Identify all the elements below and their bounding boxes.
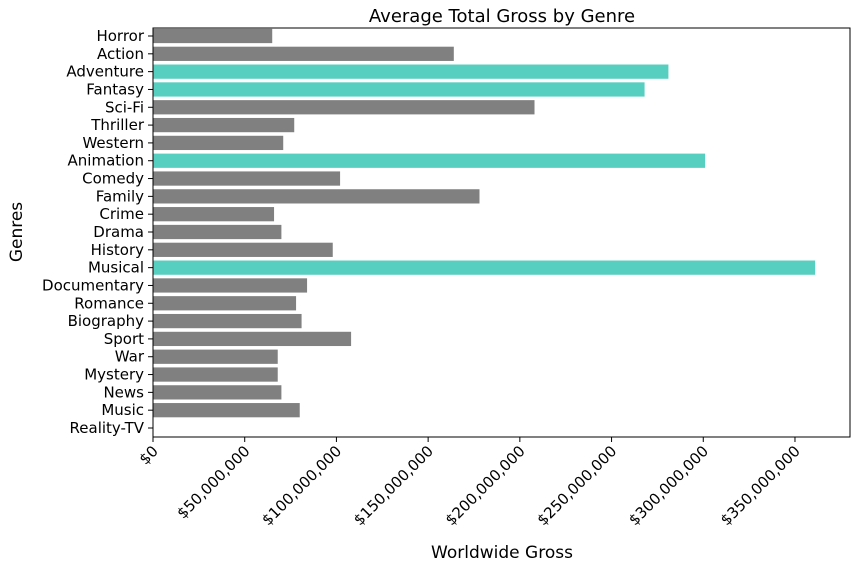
bar-action: [153, 46, 454, 61]
bar-war: [153, 349, 278, 364]
bar-romance: [153, 296, 297, 311]
y-tick-label-animation: Animation: [68, 152, 144, 170]
y-tick-label-sport: Sport: [104, 330, 144, 348]
y-tick-label-romance: Romance: [74, 294, 144, 312]
y-tick-label-crime: Crime: [99, 205, 144, 223]
x-axis-label: Worldwide Gross: [431, 543, 573, 563]
bar-crime: [153, 207, 275, 222]
y-tick-label-mystery: Mystery: [84, 366, 144, 384]
bar-news: [153, 385, 282, 400]
bar-musical: [153, 260, 816, 275]
y-tick-label-thriller: Thriller: [90, 116, 145, 134]
y-tick-label-documentary: Documentary: [42, 276, 144, 294]
bar-fantasy: [153, 82, 645, 97]
x-tick-label: $350,000,000: [717, 442, 804, 529]
y-tick-label-history: History: [91, 241, 144, 259]
y-tick-label-music: Music: [101, 401, 144, 419]
bar-documentary: [153, 278, 308, 293]
bar-sport: [153, 331, 352, 347]
x-tick-label: $200,000,000: [442, 442, 529, 529]
bar-adventure: [153, 64, 669, 79]
y-tick-label-reality-tv: Reality-TV: [70, 419, 145, 437]
bar-western: [153, 135, 284, 151]
y-tick-label-comedy: Comedy: [82, 170, 144, 188]
bar-horror: [153, 28, 273, 44]
y-tick-label-musical: Musical: [88, 259, 144, 277]
y-ticks-group: HorrorActionAdventureFantasySci-FiThrill…: [42, 27, 153, 437]
x-tick-label: $0: [136, 442, 162, 468]
bars-group: [153, 28, 816, 418]
bar-history: [153, 242, 333, 257]
y-tick-label-news: News: [103, 383, 144, 401]
x-tick-label: $100,000,000: [258, 442, 345, 529]
bar-animation: [153, 153, 706, 168]
x-tick-label: $250,000,000: [533, 442, 620, 529]
plot-frame: [152, 27, 851, 438]
x-tick-label: $150,000,000: [350, 442, 437, 529]
y-tick-label-action: Action: [97, 45, 144, 63]
y-tick-label-drama: Drama: [93, 223, 144, 241]
bar-biography: [153, 313, 302, 329]
bar-sci-fi: [153, 100, 535, 115]
y-tick-label-sci-fi: Sci-Fi: [105, 98, 144, 116]
y-tick-label-fantasy: Fantasy: [86, 80, 144, 98]
bar-comedy: [153, 171, 341, 186]
y-tick-label-family: Family: [96, 187, 144, 205]
bar-family: [153, 189, 480, 204]
bar-mystery: [153, 367, 278, 382]
bar-thriller: [153, 117, 295, 133]
y-tick-label-horror: Horror: [96, 27, 144, 45]
x-tick-label: $50,000,000: [173, 442, 253, 522]
x-ticks-group: $0 $50,000,000 $100,000,000 $150,000,000 $20…: [136, 437, 804, 529]
y-axis-label: Genres: [7, 202, 27, 262]
chart-title: Average Total Gross by Genre: [369, 6, 635, 27]
y-tick-label-western: Western: [82, 134, 144, 152]
bar-drama: [153, 224, 282, 240]
bar-music: [153, 403, 300, 418]
y-tick-label-adventure: Adventure: [66, 63, 144, 81]
y-tick-label-war: War: [115, 348, 145, 366]
x-tick-label: $300,000,000: [625, 442, 712, 529]
y-tick-label-biography: Biography: [68, 312, 145, 330]
